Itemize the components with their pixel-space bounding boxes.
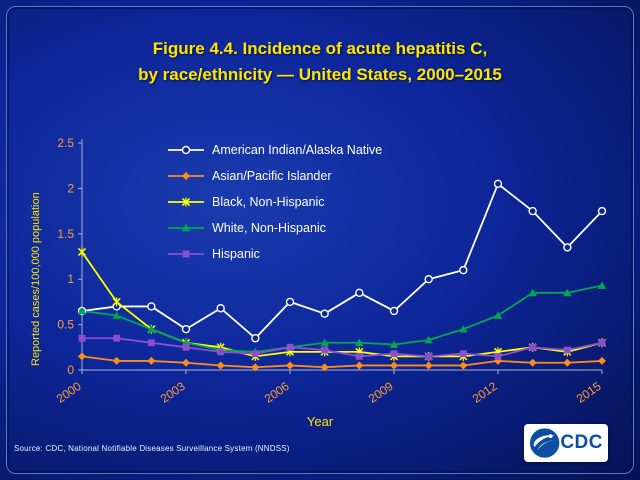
svg-text:White, Non-Hispanic: White, Non-Hispanic bbox=[212, 221, 326, 235]
svg-text:1.5: 1.5 bbox=[57, 227, 74, 241]
svg-text:2.5: 2.5 bbox=[57, 136, 74, 150]
svg-text:2012: 2012 bbox=[470, 379, 500, 406]
x-axis-title: Year bbox=[306, 414, 334, 429]
svg-text:2003: 2003 bbox=[158, 379, 188, 406]
chart-title: Figure 4.4. Incidence of acute hepatitis… bbox=[0, 36, 640, 89]
svg-text:2015: 2015 bbox=[574, 379, 604, 406]
svg-text:Hispanic: Hispanic bbox=[212, 247, 260, 261]
svg-text:Asian/Pacific Islander: Asian/Pacific Islander bbox=[212, 169, 332, 183]
cdc-logo-text: CDC bbox=[560, 432, 603, 453]
svg-text:American Indian/Alaska Native: American Indian/Alaska Native bbox=[212, 143, 382, 157]
svg-text:Black, Non-Hispanic: Black, Non-Hispanic bbox=[212, 195, 325, 209]
svg-text:2000: 2000 bbox=[54, 379, 84, 406]
svg-text:1: 1 bbox=[67, 272, 74, 286]
svg-text:2: 2 bbox=[67, 181, 74, 195]
svg-text:0: 0 bbox=[67, 363, 74, 377]
cdc-logo: CDC bbox=[524, 424, 608, 462]
source-note: Source: CDC, National Notifiable Disease… bbox=[14, 444, 290, 453]
hhs-emblem-icon bbox=[529, 428, 560, 458]
svg-text:0.5: 0.5 bbox=[57, 318, 74, 332]
title-line-1: Figure 4.4. Incidence of acute hepatitis… bbox=[152, 39, 488, 58]
svg-text:2006: 2006 bbox=[262, 379, 292, 406]
svg-text:2009: 2009 bbox=[366, 379, 396, 406]
line-chart: 0 0.5 1 1.5 2 2.5 2000 2003 2006 2009 2012 2015 Amer… bbox=[54, 136, 607, 406]
title-line-2: by race/ethnicity — United States, 2000–… bbox=[138, 65, 502, 85]
